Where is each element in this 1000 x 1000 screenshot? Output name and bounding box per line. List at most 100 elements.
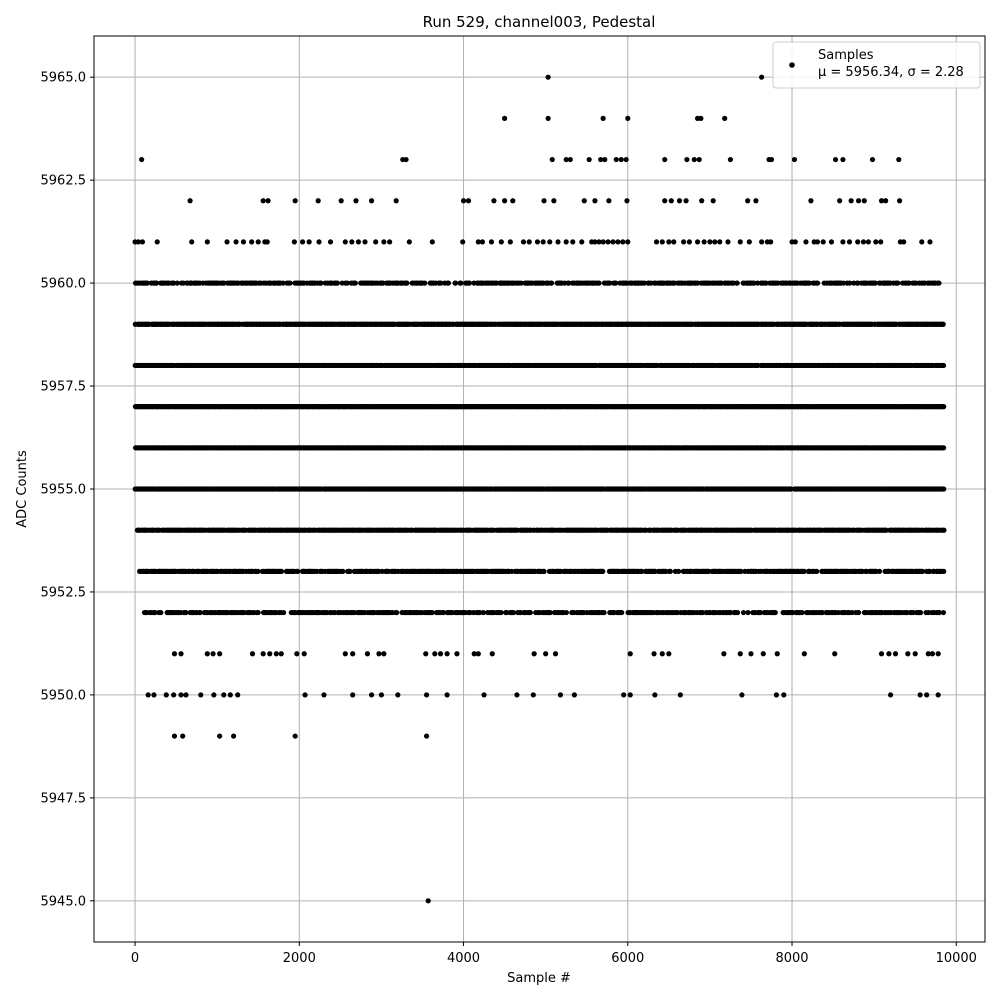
data-point <box>342 651 348 657</box>
data-point <box>737 651 743 657</box>
data-point <box>387 239 393 245</box>
data-point <box>552 651 559 657</box>
data-point <box>696 156 702 163</box>
data-point <box>663 568 669 574</box>
data-point <box>659 239 665 245</box>
data-point <box>281 609 287 616</box>
data-point <box>507 239 513 245</box>
data-point <box>321 692 327 698</box>
data-point <box>315 198 321 204</box>
data-point <box>840 239 846 245</box>
data-point <box>480 609 486 616</box>
data-point <box>437 651 444 657</box>
data-point <box>171 733 178 739</box>
data-point <box>855 239 861 245</box>
data-point <box>814 239 821 245</box>
data-point <box>249 651 256 657</box>
data-point <box>919 568 926 574</box>
data-point <box>347 568 353 574</box>
data-point <box>905 651 911 657</box>
data-point <box>541 568 547 574</box>
data-point <box>273 651 279 657</box>
data-points <box>132 74 947 904</box>
data-point <box>481 692 487 698</box>
data-point <box>840 156 846 163</box>
data-point <box>624 198 630 204</box>
data-point <box>423 651 429 657</box>
data-point <box>510 198 516 204</box>
data-point <box>683 198 689 204</box>
data-point <box>502 115 508 121</box>
data-point <box>941 445 947 451</box>
data-point <box>832 651 838 657</box>
data-point <box>768 156 775 163</box>
data-point <box>721 651 727 657</box>
data-point <box>527 609 533 616</box>
data-point <box>425 898 431 904</box>
data-point <box>189 239 195 245</box>
data-point <box>139 156 145 163</box>
data-point <box>378 692 385 698</box>
data-point <box>878 651 885 657</box>
data-point <box>373 239 379 245</box>
data-point <box>803 239 809 245</box>
data-point <box>349 239 355 245</box>
data-point <box>498 609 504 616</box>
data-point <box>498 239 504 245</box>
data-point <box>151 692 157 698</box>
data-point <box>625 239 631 245</box>
data-point <box>171 651 178 657</box>
data-point <box>570 239 576 245</box>
data-point <box>717 239 723 245</box>
data-point <box>855 198 862 204</box>
data-point <box>759 74 765 80</box>
data-point <box>327 239 334 245</box>
data-point <box>294 651 300 657</box>
data-point <box>684 156 690 163</box>
data-point <box>865 239 871 245</box>
data-point <box>876 568 883 574</box>
data-point <box>547 609 553 616</box>
data-point <box>846 239 853 245</box>
data-point <box>848 198 854 204</box>
data-point <box>227 692 233 698</box>
data-point <box>925 651 931 657</box>
data-point <box>475 651 481 657</box>
data-point <box>639 568 645 574</box>
data-point <box>338 198 344 204</box>
data-point <box>600 239 606 245</box>
data-point <box>571 692 578 698</box>
data-point <box>178 651 184 657</box>
data-point <box>698 115 704 121</box>
data-point <box>204 239 210 245</box>
data-point <box>368 198 375 204</box>
data-point <box>541 198 547 204</box>
data-point <box>423 733 430 739</box>
data-point <box>545 74 551 80</box>
data-point <box>489 651 495 657</box>
data-point <box>832 156 839 163</box>
data-point <box>534 239 541 245</box>
data-point <box>301 651 307 657</box>
data-point <box>801 651 807 657</box>
data-point <box>625 115 631 121</box>
data-point <box>878 198 885 204</box>
data-point <box>350 651 356 657</box>
data-point <box>675 568 682 574</box>
data-point <box>368 692 375 698</box>
data-point <box>406 239 412 245</box>
data-point <box>801 568 807 574</box>
data-point <box>727 156 734 163</box>
data-point <box>543 651 549 657</box>
data-point <box>917 692 923 698</box>
data-point <box>429 239 435 245</box>
data-point <box>837 198 843 204</box>
data-point <box>710 198 716 204</box>
data-point <box>302 692 308 698</box>
data-point <box>662 198 668 204</box>
data-point <box>475 239 481 245</box>
data-point <box>745 609 751 616</box>
data-point <box>171 692 177 698</box>
data-point <box>666 239 672 245</box>
data-point <box>158 609 164 616</box>
